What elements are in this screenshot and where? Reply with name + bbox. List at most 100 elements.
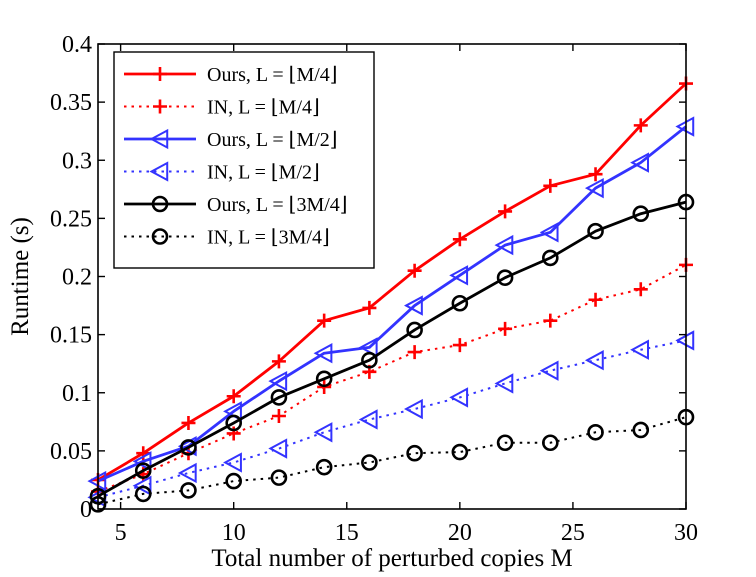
data-point	[180, 482, 197, 499]
data-point	[496, 269, 514, 286]
data-point	[633, 118, 648, 133]
data-point	[132, 451, 152, 472]
data-point	[542, 434, 559, 452]
data-point	[588, 292, 603, 307]
data-point	[588, 167, 603, 182]
x-tick-label: 25	[561, 520, 585, 546]
data-point	[407, 345, 422, 360]
legend-label: Ours, L = ⌊M/4⌋	[207, 64, 338, 86]
data-point	[134, 462, 152, 479]
legend-label: IN, L = ⌊M/4⌋	[207, 97, 320, 119]
data-point	[177, 462, 197, 484]
data-point	[223, 452, 242, 473]
y-tick-label: 0.05	[50, 439, 92, 465]
data-point	[404, 398, 423, 420]
legend-item-4: IN, L = ⌊M/2⌋	[124, 161, 320, 184]
data-point	[587, 423, 604, 441]
x-tick-label: 30	[674, 520, 698, 546]
legend-marker	[149, 161, 169, 182]
y-tick-label: 0.1	[62, 381, 92, 407]
data-point	[271, 354, 286, 369]
data-point	[633, 282, 648, 297]
data-point	[494, 373, 514, 394]
data-point	[362, 300, 377, 315]
data-point	[451, 443, 469, 461]
data-point	[404, 295, 423, 316]
data-point	[361, 351, 378, 369]
data-point	[313, 343, 333, 364]
series-line	[97, 200, 687, 498]
data-point	[317, 313, 332, 328]
data-point	[406, 444, 423, 462]
x-tick-label: 10	[222, 520, 246, 546]
data-point	[315, 458, 333, 476]
data-point	[452, 338, 467, 353]
data-point	[630, 152, 649, 173]
legend-label: IN, L = ⌊3M/4⌋	[207, 227, 330, 249]
legend-marker	[151, 195, 169, 213]
data-point	[313, 422, 333, 443]
data-point	[268, 438, 288, 459]
y-tick-label: 0	[80, 497, 92, 523]
data-point	[180, 439, 197, 456]
legend-item-2: IN, L = ⌊M/4⌋	[124, 97, 320, 119]
y-tick-label: 0.15	[50, 323, 92, 349]
data-point	[270, 469, 288, 486]
y-axis-title: Runtime (s)	[7, 217, 34, 336]
legend-box	[113, 51, 375, 269]
data-point	[449, 265, 469, 286]
legend-item-1: Ours, L = ⌊M/4⌋	[124, 64, 338, 86]
data-point	[226, 389, 241, 404]
legend-marker	[149, 128, 169, 150]
data-point	[449, 387, 469, 408]
y-tick-label: 0.35	[50, 90, 92, 116]
series-6	[89, 408, 695, 513]
y-tick-label: 0.2	[62, 265, 92, 291]
data-point	[225, 472, 242, 490]
legend-item-5: Ours, L = ⌊3M/4⌋	[124, 194, 348, 216]
data-point	[587, 222, 604, 240]
legend: Ours, L = ⌊M/4⌋ IN, L = ⌊M/4⌋ Ours, L = ⌊M…	[113, 51, 375, 269]
data-point	[451, 294, 469, 312]
data-point	[407, 263, 422, 278]
data-point	[584, 177, 604, 199]
data-point	[225, 414, 242, 432]
legend-marker	[151, 228, 169, 245]
legend-item-6: IN, L = ⌊3M/4⌋	[124, 227, 330, 249]
legend-item-3: Ours, L = ⌊M/2⌋	[124, 128, 338, 151]
y-tick-label: 0.25	[50, 206, 92, 232]
data-point	[498, 321, 513, 336]
data-point	[268, 370, 288, 392]
data-point	[134, 485, 152, 503]
legend-marker	[153, 67, 167, 81]
data-point	[498, 204, 513, 219]
x-axis-title: Total number of perturbed copies M	[211, 545, 572, 572]
data-point	[271, 409, 286, 423]
y-tick-label: 0.3	[62, 148, 92, 174]
x-tick-label: 15	[335, 520, 359, 546]
data-point	[543, 313, 558, 328]
data-point	[542, 249, 559, 267]
x-tick-label: 5	[115, 520, 127, 546]
legend-label: Ours, L = ⌊3M/4⌋	[207, 194, 348, 216]
data-point	[361, 454, 378, 471]
data-point	[358, 409, 378, 430]
data-point	[632, 421, 650, 439]
legend-marker	[153, 99, 167, 114]
data-point	[630, 339, 649, 360]
data-point	[539, 360, 559, 381]
data-point	[539, 222, 559, 243]
data-point	[181, 415, 196, 430]
series-5	[89, 193, 695, 505]
legend-label: Ours, L = ⌊M/2⌋	[207, 129, 338, 151]
data-point	[584, 350, 604, 371]
data-point	[452, 232, 467, 247]
data-point	[358, 337, 378, 358]
data-point	[132, 475, 152, 496]
series-1	[91, 76, 693, 487]
data-point	[632, 205, 650, 223]
legend-label: IN, L = ⌊M/2⌋	[207, 162, 320, 184]
data-point	[270, 389, 288, 406]
data-point	[496, 434, 514, 452]
